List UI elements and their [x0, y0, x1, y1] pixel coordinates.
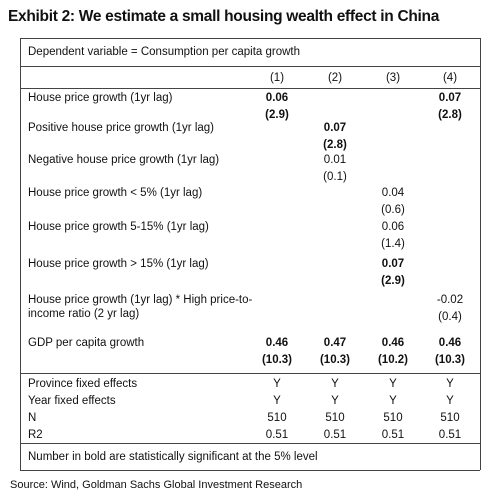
stat-value: Y	[273, 378, 281, 390]
table-frame	[20, 38, 481, 470]
t-stat: (10.3)	[434, 354, 466, 366]
stat-value: 0.51	[438, 429, 462, 441]
column-header: (2)	[327, 72, 343, 84]
row-label: GDP per capita growth	[28, 337, 145, 349]
coefficient: 0.47	[323, 337, 347, 349]
coefficient: 0.07	[381, 258, 405, 270]
coefficient: 0.04	[381, 187, 405, 199]
column-header: (1)	[269, 72, 285, 84]
t-stat: (0.1)	[323, 171, 347, 183]
coefficient: -0.02	[436, 294, 464, 306]
stat-value: Y	[389, 378, 397, 390]
source: Source: Wind, Goldman Sachs Global Inves…	[10, 479, 303, 491]
row-label: Province fixed effects	[28, 378, 138, 390]
stat-value: Y	[273, 395, 281, 407]
coefficient: 0.06	[265, 92, 289, 104]
coefficient: 0.01	[323, 154, 347, 166]
stat-value: 510	[440, 412, 460, 424]
t-stat: (2.8)	[323, 139, 347, 151]
rule	[20, 66, 480, 67]
stat-value: 510	[325, 412, 345, 424]
t-stat: (2.8)	[438, 109, 462, 121]
t-stat: (0.4)	[438, 311, 462, 323]
rule	[20, 443, 480, 444]
stat-value: 0.51	[323, 429, 347, 441]
column-header: (4)	[442, 72, 458, 84]
t-stat: (10.3)	[319, 354, 351, 366]
footnote: Number in bold are statistically signifi…	[28, 451, 318, 463]
rule	[20, 38, 480, 39]
t-stat: (10.3)	[261, 354, 293, 366]
subtitle: Dependent variable = Consumption per cap…	[28, 46, 301, 58]
t-stat: (2.9)	[265, 109, 289, 121]
row-label: House price growth < 5% (1yr lag)	[28, 187, 203, 199]
t-stat: (2.9)	[381, 275, 405, 287]
rule	[20, 88, 480, 89]
coefficient: 0.07	[323, 122, 347, 134]
coefficient: 0.46	[381, 337, 405, 349]
stat-value: 0.51	[265, 429, 289, 441]
row-label: House price growth (1yr lag)	[28, 92, 173, 104]
stat-value: Y	[331, 395, 339, 407]
stat-value: Y	[446, 395, 454, 407]
stat-value: 0.51	[381, 429, 405, 441]
row-label: Positive house price growth (1yr lag)	[28, 122, 214, 134]
rule	[20, 470, 480, 471]
title: Exhibit 2: We estimate a small housing w…	[8, 8, 440, 25]
row-label: Year fixed effects	[28, 395, 116, 407]
row-label: House price growth (1yr lag) * High pric…	[28, 294, 253, 320]
coefficient: 0.07	[438, 92, 462, 104]
coefficient: 0.46	[438, 337, 462, 349]
row-label: N	[28, 412, 37, 424]
stat-value: Y	[331, 378, 339, 390]
stat-value: Y	[389, 395, 397, 407]
row-label: House price growth > 15% (1yr lag)	[28, 258, 209, 270]
row-label: Negative house price growth (1yr lag)	[28, 154, 220, 166]
rule	[20, 373, 480, 374]
row-label: R2	[28, 429, 43, 441]
row-label: House price growth 5-15% (1yr lag)	[28, 221, 209, 233]
t-stat: (1.4)	[381, 238, 405, 250]
coefficient: 0.06	[381, 221, 405, 233]
t-stat: (10.2)	[377, 354, 409, 366]
stat-value: 510	[383, 412, 403, 424]
coefficient: 0.46	[265, 337, 289, 349]
t-stat: (0.6)	[381, 204, 405, 216]
stat-value: 510	[267, 412, 287, 424]
column-header: (3)	[385, 72, 401, 84]
stat-value: Y	[446, 378, 454, 390]
